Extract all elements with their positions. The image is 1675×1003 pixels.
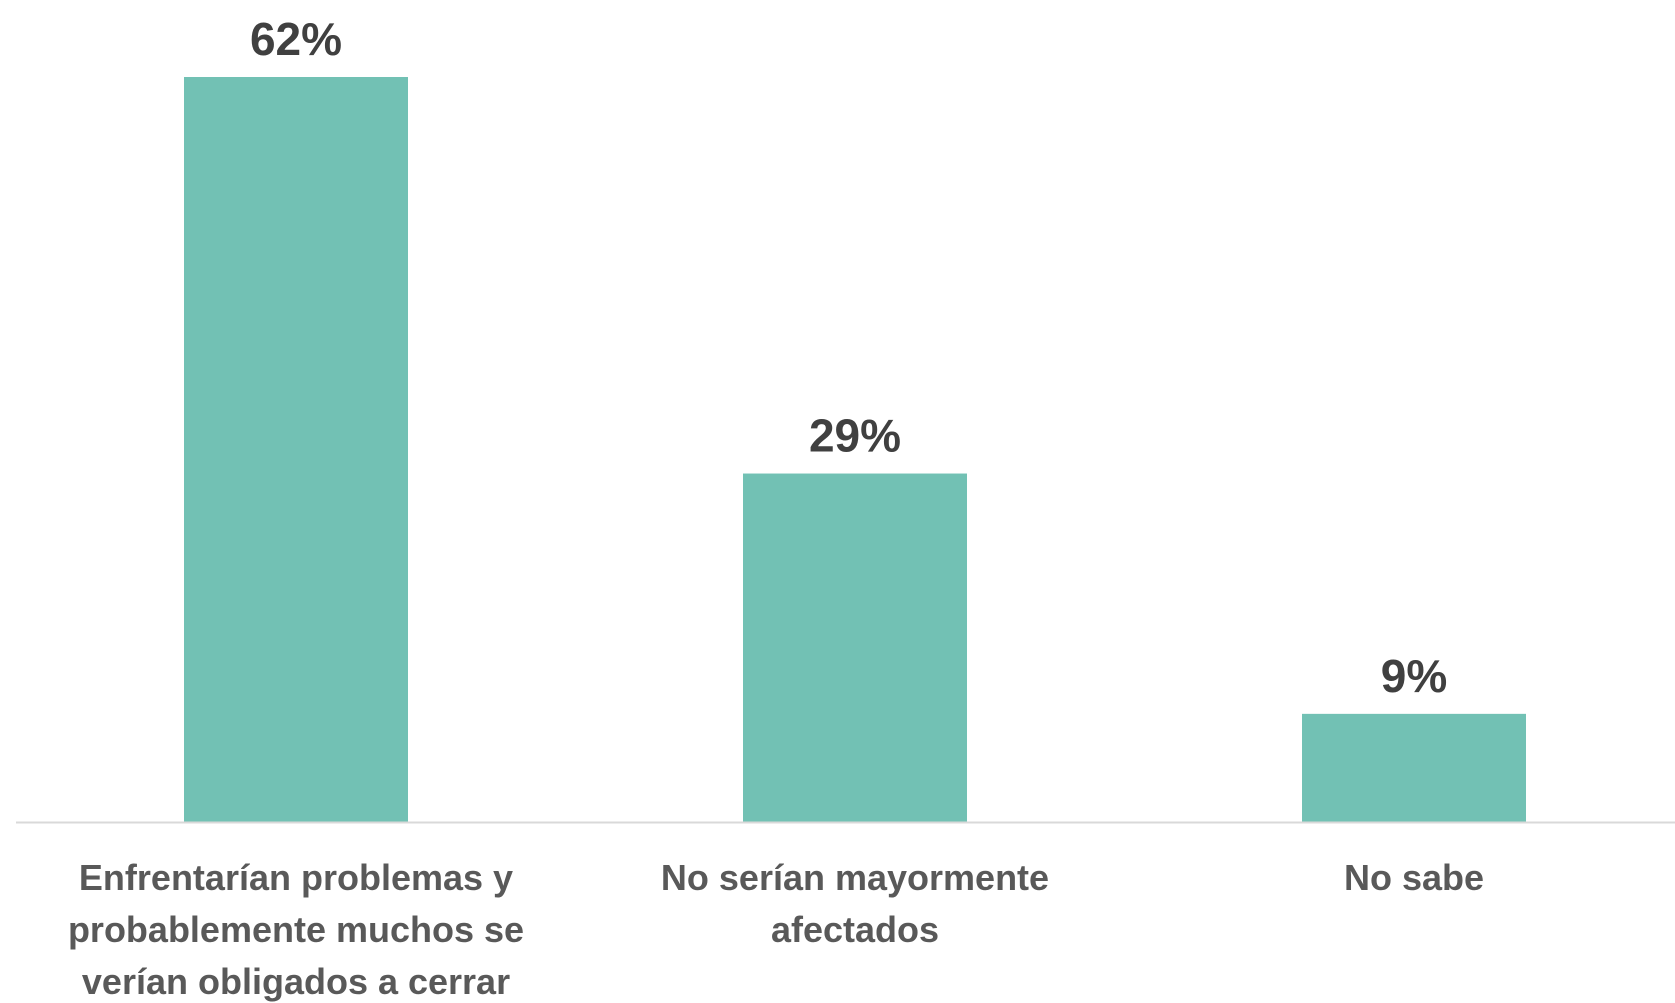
bar-value-label-1: 62% [250,13,342,65]
bars-group [184,77,1526,822]
category-label-line: No sabe [1344,857,1484,898]
bar-2 [743,473,967,822]
bar-3 [1302,713,1526,822]
category-label-line: No serían mayormente [661,857,1049,898]
value-labels-group: 62% 29% 9% [250,13,1447,702]
category-label-3: No sabe [1344,857,1484,898]
category-label-2: No serían mayormente afectados [661,857,1049,950]
category-label-line: Enfrentarían problemas y [79,857,513,898]
category-label-line: afectados [771,909,939,950]
category-label-line: verían obligados a cerrar [82,961,510,1002]
bar-value-label-3: 9% [1381,650,1447,702]
bar-value-label-2: 29% [809,410,901,462]
category-labels-group: Enfrentarían problemas y probablemente mu… [68,857,1484,1002]
category-label-line: probablemente muchos se [68,909,524,950]
category-label-1: Enfrentarían problemas y probablemente mu… [68,857,524,1002]
bar-1 [184,77,408,822]
